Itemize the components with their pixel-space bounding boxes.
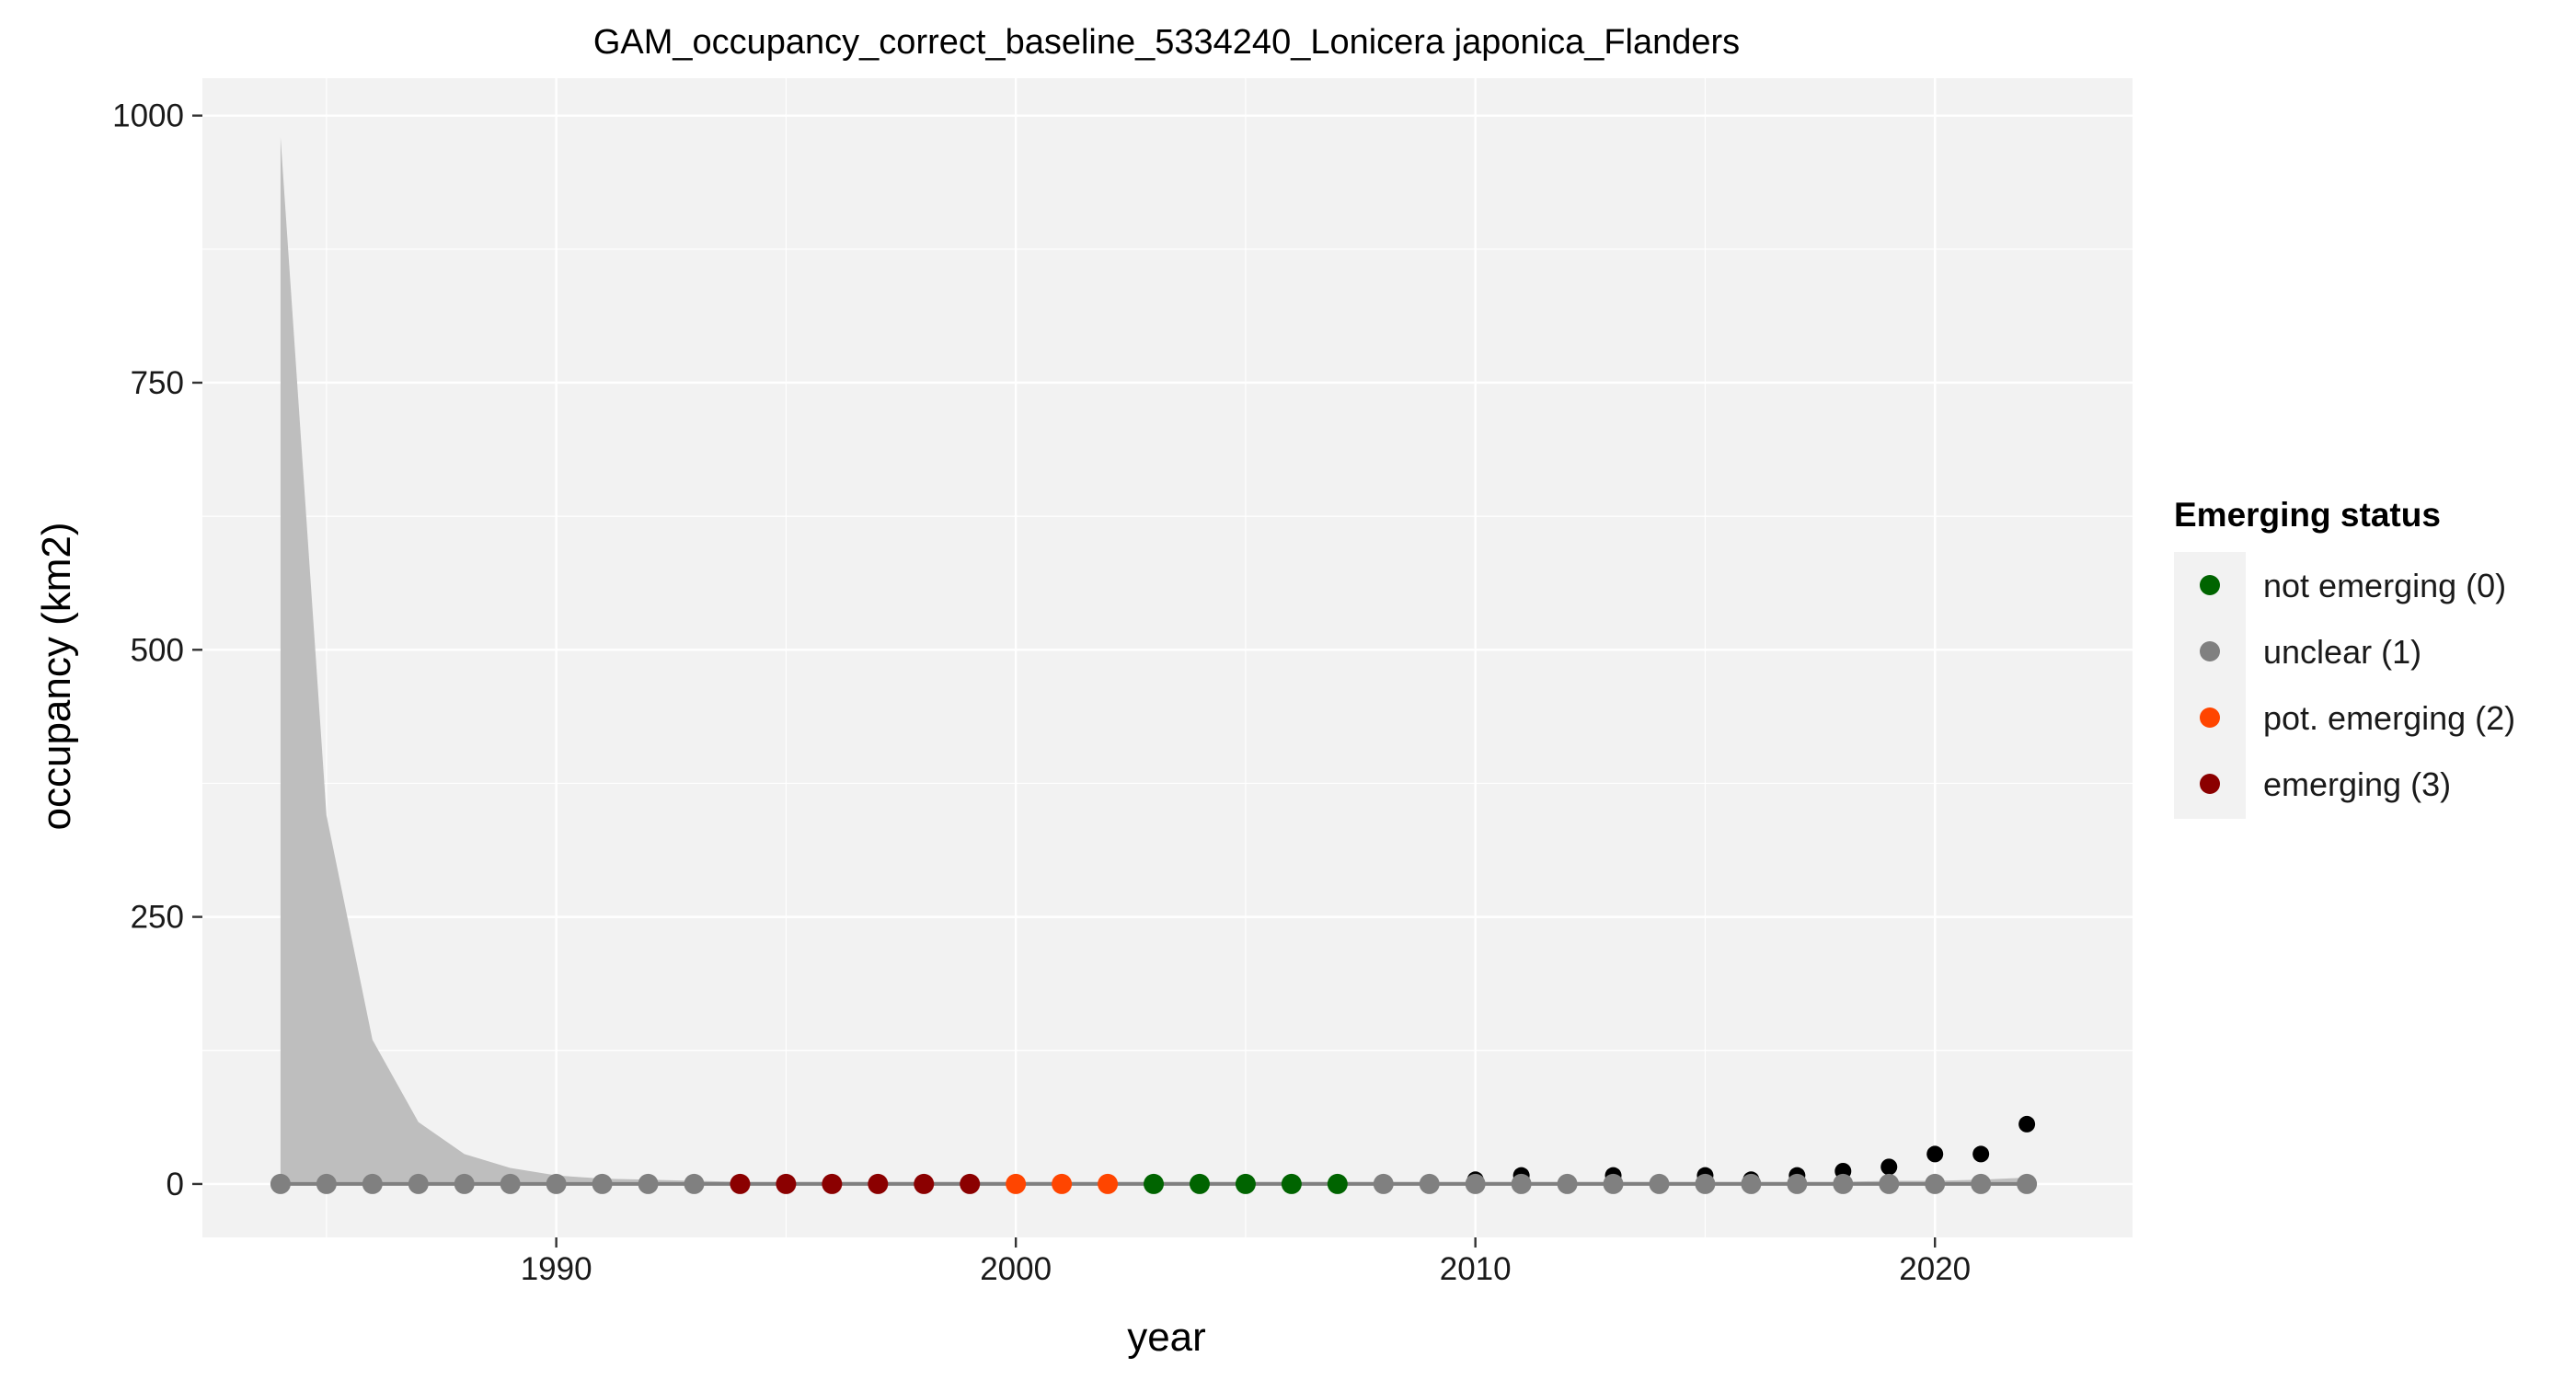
y-tick-label: 0 — [167, 1167, 184, 1202]
status-point — [362, 1173, 383, 1194]
status-point — [1787, 1173, 1808, 1194]
legend-key — [2200, 707, 2220, 728]
status-point — [1971, 1173, 1992, 1194]
y-axis-title: occupancy (km2) — [34, 522, 79, 830]
status-point — [914, 1173, 935, 1194]
status-point — [1557, 1173, 1578, 1194]
status-point — [1235, 1173, 1256, 1194]
status-point — [1052, 1173, 1073, 1194]
legend-label: unclear (1) — [2263, 633, 2421, 671]
status-point — [2017, 1173, 2038, 1194]
status-point — [408, 1173, 429, 1194]
observed-point — [2018, 1115, 2036, 1133]
observed-point — [1880, 1158, 1898, 1176]
chart-title: GAM_occupancy_correct_baseline_5334240_L… — [593, 23, 1740, 62]
status-point — [868, 1173, 889, 1194]
status-point — [1281, 1173, 1302, 1194]
legend-key — [2200, 641, 2220, 661]
status-point — [1189, 1173, 1210, 1194]
x-tick-label: 2000 — [980, 1251, 1052, 1287]
panel-background — [202, 78, 2133, 1237]
status-point — [316, 1173, 337, 1194]
status-point — [1006, 1173, 1027, 1194]
status-point — [684, 1173, 705, 1194]
x-axis-title: year — [1127, 1315, 1206, 1360]
status-point — [1925, 1173, 1946, 1194]
status-point — [1833, 1173, 1854, 1194]
status-point — [776, 1173, 797, 1194]
y-axis: 0 250 500 750 1000 — [112, 98, 202, 1202]
status-point — [1327, 1173, 1348, 1194]
legend-label: not emerging (0) — [2263, 567, 2506, 604]
status-point — [1695, 1173, 1716, 1194]
y-tick-label: 750 — [131, 365, 184, 401]
y-tick-label: 500 — [131, 632, 184, 668]
status-point — [1144, 1173, 1165, 1194]
status-point — [1511, 1173, 1532, 1194]
status-point — [638, 1173, 659, 1194]
status-point — [822, 1173, 843, 1194]
status-point — [454, 1173, 475, 1194]
legend-key — [2200, 774, 2220, 794]
status-point — [592, 1173, 613, 1194]
y-tick-label: 1000 — [112, 98, 184, 134]
status-point — [270, 1173, 291, 1194]
x-tick-label: 2010 — [1440, 1251, 1512, 1287]
status-point — [546, 1173, 567, 1194]
status-point — [1741, 1173, 1762, 1194]
status-point — [1465, 1173, 1486, 1194]
legend-title: Emerging status — [2174, 496, 2441, 534]
status-point — [1649, 1173, 1670, 1194]
observed-point — [1926, 1145, 1944, 1163]
legend-label: pot. emerging (2) — [2263, 699, 2515, 737]
x-tick-label: 2020 — [1899, 1251, 1971, 1287]
legend: Emerging status not emerging (0) unclear … — [2174, 496, 2515, 819]
observed-point — [1972, 1145, 1990, 1163]
y-tick-label: 250 — [131, 900, 184, 936]
status-point — [1879, 1173, 1900, 1194]
status-point — [960, 1173, 981, 1194]
status-point — [1419, 1173, 1440, 1194]
x-axis: 1990 2000 2010 2020 — [521, 1237, 1971, 1287]
status-point — [500, 1173, 521, 1194]
status-point — [730, 1173, 751, 1194]
legend-key — [2200, 575, 2220, 595]
status-point — [1603, 1173, 1624, 1194]
legend-label: emerging (3) — [2263, 765, 2451, 803]
x-tick-label: 1990 — [521, 1251, 592, 1287]
status-point — [1098, 1173, 1119, 1194]
status-point — [1373, 1173, 1394, 1194]
plot-panel — [202, 78, 2133, 1237]
